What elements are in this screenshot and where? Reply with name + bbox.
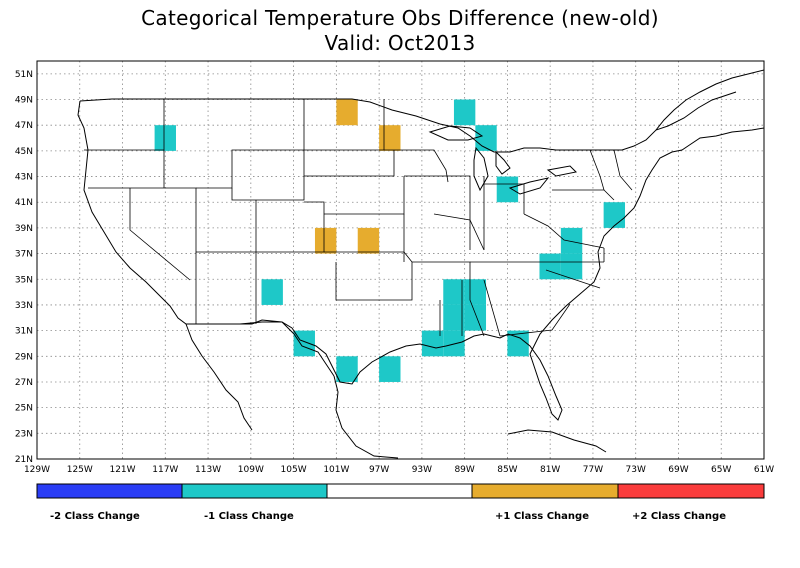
negative-change-cell (421, 330, 444, 357)
negative-change-cell (475, 125, 497, 151)
legend-label-minus1: -1 Class Change (204, 511, 294, 522)
mexico-gulf-coast (333, 375, 399, 459)
negative-change-cell (560, 227, 583, 254)
canada-coast-east (655, 69, 764, 131)
positive-change-cell (336, 99, 358, 126)
lon-tick-label: 101W (323, 465, 349, 475)
negative-change-cell (539, 253, 561, 280)
color-bar (36, 483, 765, 499)
legend-label-plus2: +2 Class Change (632, 511, 726, 522)
lat-tick-label: 51N (15, 70, 33, 80)
lat-tick-label: 43N (15, 173, 33, 183)
lat-tick-label: 33N (15, 301, 33, 311)
legend-label-minus2: -2 Class Change (50, 511, 140, 522)
negative-change-cell (507, 330, 529, 357)
us-coastline-outline (77, 100, 764, 421)
lon-tick-label: 85W (497, 465, 517, 475)
latitude-labels: 51N 49N 47N 45N 43N 41N 39N 37N 35N 33N 31N 29N 27N 2… (15, 70, 33, 465)
lon-tick-label: 69W (668, 465, 688, 475)
lon-tick-label: 61W (754, 465, 774, 475)
legend-label-plus1: +1 Class Change (495, 511, 589, 522)
lon-tick-label: 117W (152, 465, 178, 475)
legend-swatch-minus2 (36, 483, 183, 499)
lat-tick-label: 41N (15, 198, 33, 208)
lon-tick-label: 105W (281, 465, 307, 475)
negative-change-cell (560, 253, 583, 280)
lon-tick-label: 125W (67, 465, 93, 475)
lon-tick-label: 73W (626, 465, 646, 475)
negative-change-cell (443, 304, 465, 331)
negative-change-cell (464, 279, 487, 305)
lat-tick-label: 31N (15, 327, 33, 337)
lon-tick-label: 77W (583, 465, 603, 475)
lat-tick-label: 23N (15, 429, 33, 439)
lon-tick-label: 113W (195, 465, 221, 475)
lon-tick-label: 89W (454, 465, 474, 475)
state-borders (84, 99, 633, 337)
lon-tick-label: 129W (24, 465, 50, 475)
longitude-labels: 129W 125W 121W 117W 113W 109W 105W 101W 97W 93W 89… (24, 465, 774, 475)
plot-frame (36, 60, 765, 460)
lon-tick-label: 97W (369, 465, 389, 475)
lat-tick-label: 27N (15, 378, 33, 388)
lon-tick-label: 109W (238, 465, 264, 475)
chart-title: Categorical Temperature Obs Difference (… (141, 6, 659, 30)
lon-tick-label: 81W (540, 465, 560, 475)
negative-change-cell (443, 330, 465, 357)
lat-tick-label: 39N (15, 224, 33, 234)
negative-change-cell (496, 176, 519, 203)
lon-tick-label: 93W (412, 465, 432, 475)
canada-border (79, 91, 737, 153)
basemap (77, 69, 764, 459)
positive-change-cell (314, 227, 337, 254)
baja-coast (185, 323, 253, 431)
legend-swatch-plus1 (471, 483, 619, 499)
difference-cells (154, 99, 626, 382)
legend-swatch-minus1 (181, 483, 328, 499)
great-lakes (428, 125, 578, 195)
lat-lon-grid (37, 61, 764, 459)
lon-tick-label: 121W (109, 465, 135, 475)
lat-tick-label: 37N (15, 250, 33, 260)
negative-change-cell (443, 279, 465, 305)
lat-tick-label: 21N (15, 455, 33, 465)
positive-change-cell (357, 227, 380, 254)
negative-change-cell (154, 125, 176, 151)
legend-swatch-plus2 (617, 483, 765, 499)
legend-swatch-zero (326, 483, 473, 499)
positive-change-cell (379, 125, 401, 151)
lon-tick-label: 65W (711, 465, 731, 475)
lat-tick-label: 45N (15, 147, 33, 157)
mexico-border (186, 321, 335, 377)
negative-change-cell (453, 99, 476, 126)
cuba-coast (507, 429, 607, 453)
negative-change-cell (293, 330, 315, 357)
negative-change-cell (379, 356, 401, 382)
negative-change-cell (261, 279, 283, 305)
lat-tick-label: 25N (15, 404, 33, 414)
lat-tick-label: 49N (15, 96, 33, 106)
negative-change-cell (336, 356, 358, 382)
negative-change-cell (603, 202, 626, 228)
lat-tick-label: 35N (15, 275, 33, 285)
lat-tick-label: 29N (15, 352, 33, 362)
negative-change-cell (464, 304, 487, 331)
chart-subtitle: Valid: Oct2013 (324, 31, 476, 55)
lat-tick-label: 47N (15, 121, 33, 131)
